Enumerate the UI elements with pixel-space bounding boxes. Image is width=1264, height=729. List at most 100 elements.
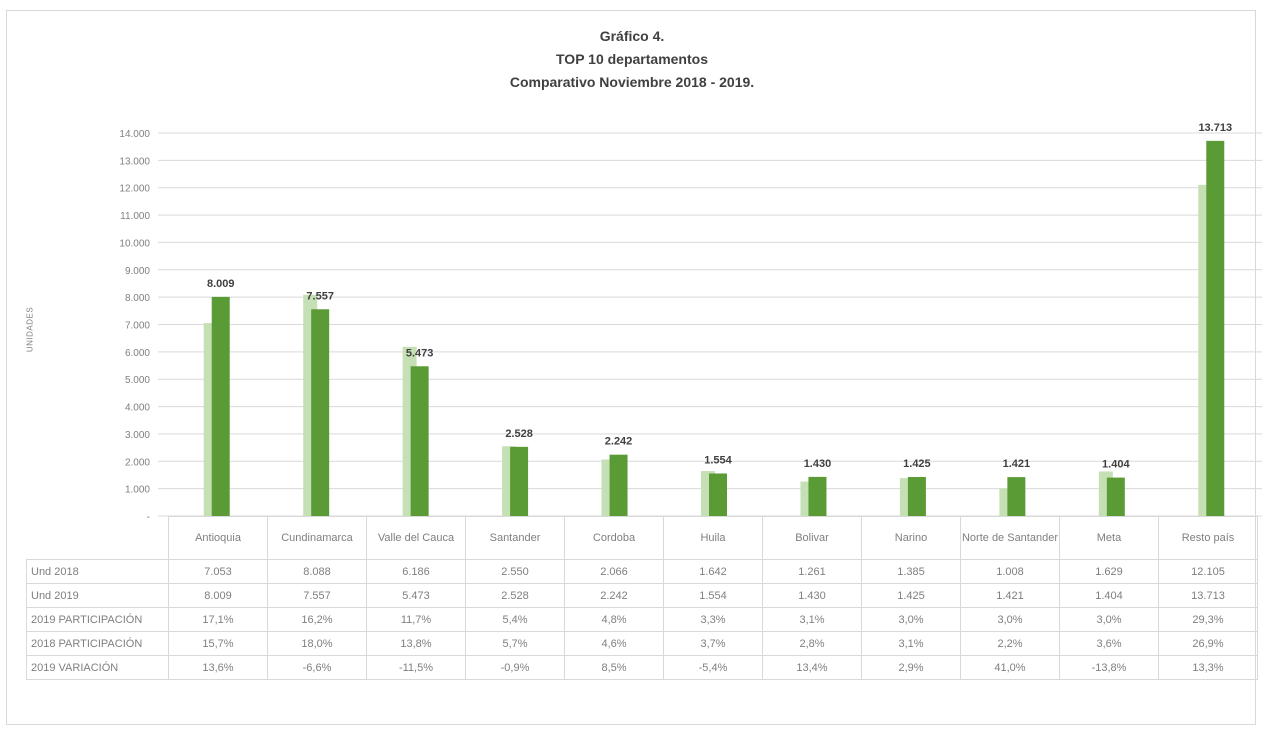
data-label: 1.430: [804, 458, 832, 470]
y-tick-label: 8.000: [125, 293, 150, 304]
category-label: Antioquia: [169, 517, 268, 560]
y-tick-label: 2.000: [125, 457, 150, 468]
y-tick-label: 1.000: [125, 485, 150, 496]
table-cell: -11,5%: [367, 656, 466, 680]
table-cell: 5,7%: [466, 632, 565, 656]
table-cell: 12.105: [1159, 560, 1258, 584]
category-label: Resto país: [1159, 517, 1258, 560]
row-label: Und 2019: [27, 584, 169, 608]
y-tick-label: 13.000: [119, 156, 150, 167]
table-cell: 3,7%: [664, 632, 763, 656]
table-cell: -5,4%: [664, 656, 763, 680]
category-label: Cordoba: [565, 517, 664, 560]
table-cell: -0,9%: [466, 656, 565, 680]
table-cell: 7.053: [169, 560, 268, 584]
table-cell: 2.528: [466, 584, 565, 608]
row-label: 2018 PARTICIPACIÓN: [27, 632, 169, 656]
bar-2019: [311, 309, 329, 516]
table-header-row: Antioquia Cundinamarca Valle del Cauca Sant…: [27, 517, 1258, 560]
table-cell: 3,0%: [862, 608, 961, 632]
data-label: 5.473: [406, 347, 434, 359]
y-tick-label: 12.000: [119, 184, 150, 195]
row-label: 2019 PARTICIPACIÓN: [27, 608, 169, 632]
table-cell: 1.421: [961, 584, 1060, 608]
table-cell: 16,2%: [268, 608, 367, 632]
table-cell: 8.009: [169, 584, 268, 608]
table-cell: 3,3%: [664, 608, 763, 632]
table-corner: [27, 517, 169, 560]
category-label: Bolivar: [763, 517, 862, 560]
table-cell: 1.261: [763, 560, 862, 584]
table-cell: -6,6%: [268, 656, 367, 680]
table-cell: 5,4%: [466, 608, 565, 632]
bar-2019: [212, 297, 230, 516]
table-cell: 11,7%: [367, 608, 466, 632]
table-cell: 8.088: [268, 560, 367, 584]
table-row: Und 2019 8.009 7.557 5.473 2.528 2.242 1.554 1.…: [27, 584, 1258, 608]
data-label: 7.557: [306, 290, 334, 302]
y-tick-label: 6.000: [125, 348, 150, 359]
table-row: Und 2018 7.053 8.088 6.186 2.550 2.066 1.642 1.…: [27, 560, 1258, 584]
table-cell: 13,3%: [1159, 656, 1258, 680]
table-cell: 2,2%: [961, 632, 1060, 656]
bar-2019: [709, 473, 727, 516]
bar-2019: [510, 447, 528, 516]
table-cell: 7.557: [268, 584, 367, 608]
y-tick-label: 11.000: [120, 211, 150, 222]
category-label: Valle del Cauca: [367, 517, 466, 560]
table-cell: 3,1%: [763, 608, 862, 632]
table-cell: 17,1%: [169, 608, 268, 632]
table-cell: 3,6%: [1060, 632, 1159, 656]
table-cell: 1.404: [1060, 584, 1159, 608]
bar-2019: [808, 477, 826, 516]
bar-2019: [610, 455, 628, 516]
row-label: Und 2018: [27, 560, 169, 584]
category-label: Cundinamarca: [268, 517, 367, 560]
table-cell: 2.550: [466, 560, 565, 584]
bar-2019: [908, 477, 926, 516]
table-cell: 4,6%: [565, 632, 664, 656]
table-cell: 1.642: [664, 560, 763, 584]
y-tick-label: 7.000: [125, 321, 150, 332]
y-tick-label: 4.000: [125, 403, 150, 414]
bar-2019: [1206, 141, 1224, 516]
data-label: 13.713: [1198, 122, 1232, 134]
table-row: 2019 PARTICIPACIÓN 17,1% 16,2% 11,7% 5,4% 4,8…: [27, 608, 1258, 632]
data-label: 2.528: [505, 428, 533, 440]
table-cell: 4,8%: [565, 608, 664, 632]
table-cell: 1.430: [763, 584, 862, 608]
table-cell: 6.186: [367, 560, 466, 584]
category-label: Narino: [862, 517, 961, 560]
bar-2019: [411, 366, 429, 516]
table-cell: 1.425: [862, 584, 961, 608]
y-tick-label: 3.000: [125, 430, 150, 441]
table-cell: 41,0%: [961, 656, 1060, 680]
table-cell: 13.713: [1159, 584, 1258, 608]
table-cell: 2,8%: [763, 632, 862, 656]
category-label: Santander: [466, 517, 565, 560]
table-cell: 29,3%: [1159, 608, 1258, 632]
table-cell: 3,0%: [1060, 608, 1159, 632]
table-cell: 15,7%: [169, 632, 268, 656]
category-label: Meta: [1060, 517, 1159, 560]
table-cell: 3,1%: [862, 632, 961, 656]
table-cell: 1.008: [961, 560, 1060, 584]
data-label: 1.425: [903, 458, 931, 470]
table-cell: 2,9%: [862, 656, 961, 680]
data-label: 8.009: [207, 278, 235, 290]
table-cell: 13,8%: [367, 632, 466, 656]
bar-2019: [1107, 478, 1125, 516]
table-cell: 2.242: [565, 584, 664, 608]
table-cell: 8,5%: [565, 656, 664, 680]
y-tick-label: 9.000: [125, 266, 150, 277]
table-cell: 13,6%: [169, 656, 268, 680]
row-label: 2019 VARIACIÓN: [27, 656, 169, 680]
table-cell: -13,8%: [1060, 656, 1159, 680]
y-tick-label: 10.000: [119, 238, 150, 249]
data-label: 1.421: [1003, 458, 1031, 470]
table-cell: 18,0%: [268, 632, 367, 656]
data-label: 2.242: [605, 436, 633, 448]
table-row: 2019 VARIACIÓN 13,6% -6,6% -11,5% -0,9% 8,5% -…: [27, 656, 1258, 680]
table-cell: 3,0%: [961, 608, 1060, 632]
table-cell: 1.385: [862, 560, 961, 584]
